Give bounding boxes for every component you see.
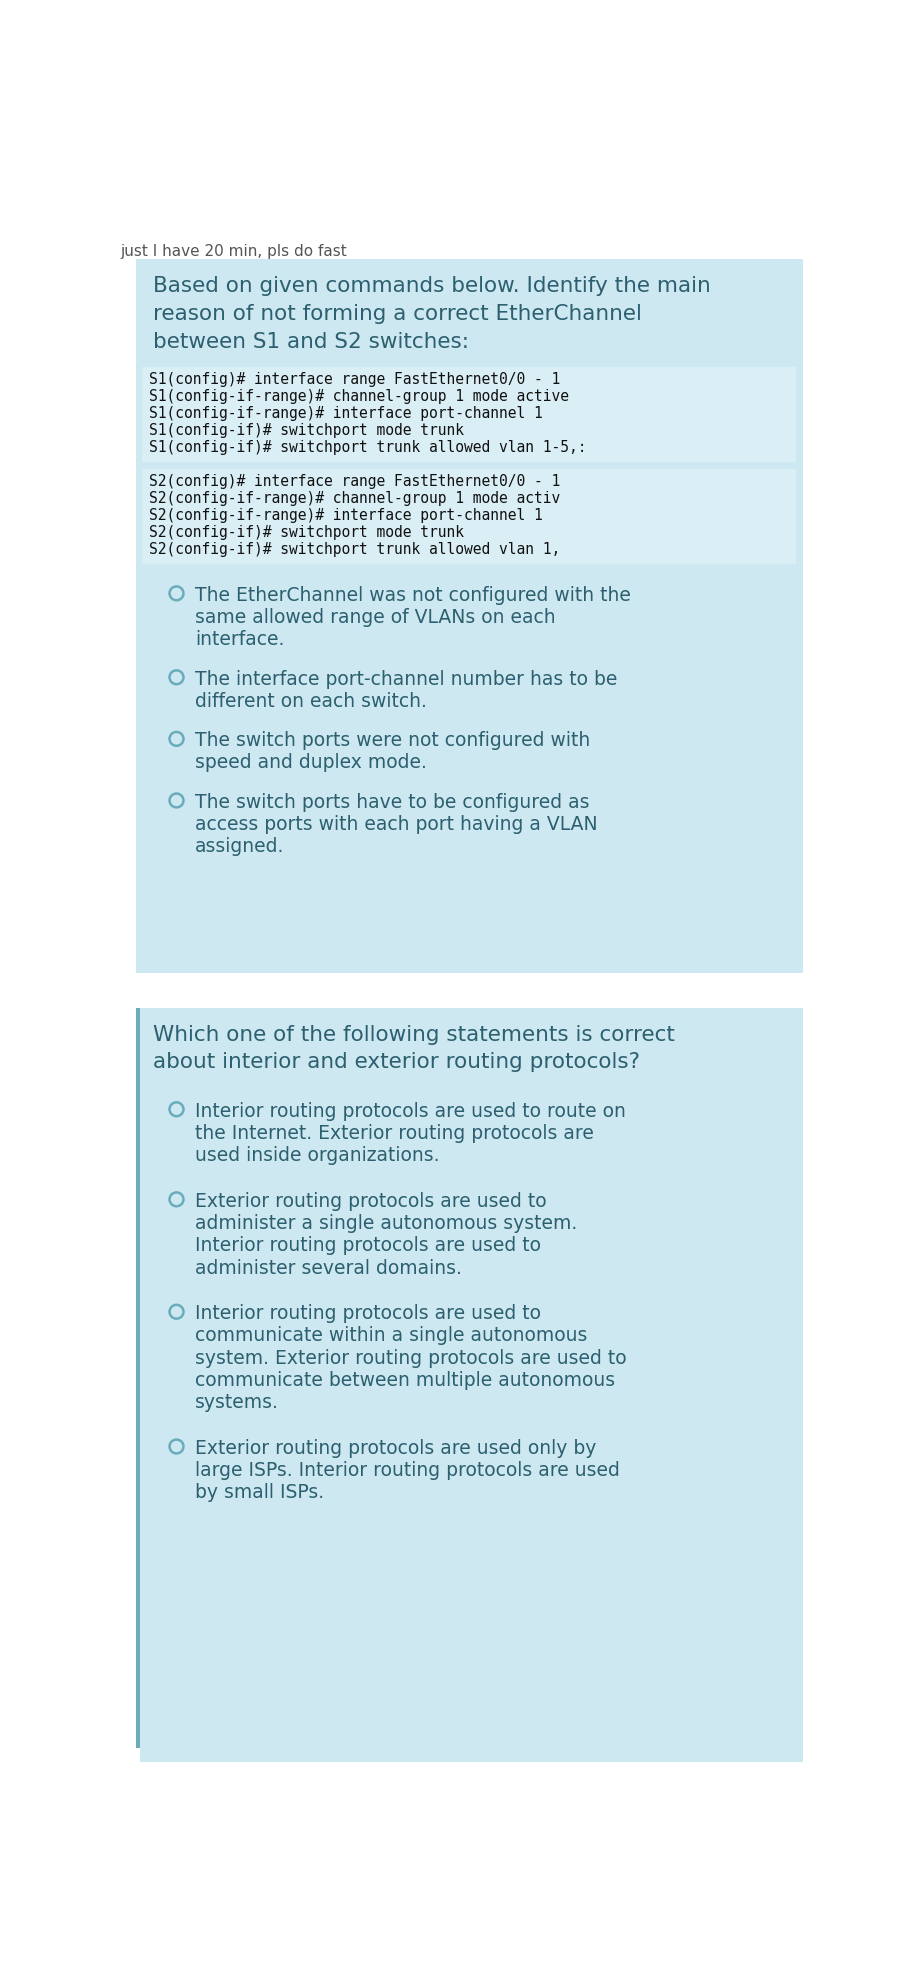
Text: S1(config-if-range)# channel-group 1 mode active: S1(config-if-range)# channel-group 1 mod… bbox=[148, 390, 569, 404]
Circle shape bbox=[171, 1307, 181, 1317]
FancyBboxPatch shape bbox=[140, 1746, 802, 1762]
Text: S2(config-if-range)# interface port-channel 1: S2(config-if-range)# interface port-chan… bbox=[148, 509, 542, 523]
Text: S1(config)# interface range FastEthernet0/0 - 1: S1(config)# interface range FastEthernet… bbox=[148, 372, 560, 388]
Text: system. Exterior routing protocols are used to: system. Exterior routing protocols are u… bbox=[195, 1348, 627, 1368]
Text: reason of not forming a correct EtherChannel: reason of not forming a correct EtherCha… bbox=[153, 303, 642, 325]
Text: same allowed range of VLANs on each: same allowed range of VLANs on each bbox=[195, 608, 556, 628]
Text: administer several domains.: administer several domains. bbox=[195, 1259, 462, 1277]
Circle shape bbox=[171, 588, 181, 598]
Text: communicate within a single autonomous: communicate within a single autonomous bbox=[195, 1327, 587, 1344]
Circle shape bbox=[171, 1441, 181, 1451]
Text: Exterior routing protocols are used to: Exterior routing protocols are used to bbox=[195, 1192, 547, 1210]
Text: access ports with each port having a VLAN: access ports with each port having a VLA… bbox=[195, 816, 598, 834]
Text: just I have 20 min, pls do fast: just I have 20 min, pls do fast bbox=[121, 244, 347, 259]
FancyBboxPatch shape bbox=[142, 366, 797, 463]
Circle shape bbox=[171, 1105, 181, 1115]
Circle shape bbox=[171, 673, 181, 683]
Text: S2(config-if)# switchport trunk allowed vlan 1,: S2(config-if)# switchport trunk allowed … bbox=[148, 543, 560, 556]
Text: interface.: interface. bbox=[195, 630, 285, 649]
Text: systems.: systems. bbox=[195, 1394, 279, 1412]
Text: S1(config-if)# switchport trunk allowed vlan 1-5,:: S1(config-if)# switchport trunk allowed … bbox=[148, 440, 586, 455]
FancyBboxPatch shape bbox=[142, 469, 797, 564]
Text: between S1 and S2 switches:: between S1 and S2 switches: bbox=[153, 331, 469, 352]
Text: large ISPs. Interior routing protocols are used: large ISPs. Interior routing protocols a… bbox=[195, 1461, 620, 1481]
Text: used inside organizations.: used inside organizations. bbox=[195, 1146, 440, 1164]
Text: The switch ports have to be configured as: The switch ports have to be configured a… bbox=[195, 792, 590, 812]
Text: about interior and exterior routing protocols?: about interior and exterior routing prot… bbox=[153, 1051, 640, 1073]
Text: S2(config-if-range)# channel-group 1 mode activ: S2(config-if-range)# channel-group 1 mod… bbox=[148, 491, 560, 507]
Text: assigned.: assigned. bbox=[195, 838, 285, 857]
Text: Interior routing protocols are used to: Interior routing protocols are used to bbox=[195, 1305, 541, 1323]
Text: speed and duplex mode.: speed and duplex mode. bbox=[195, 754, 427, 772]
Text: Based on given commands below. Identify the main: Based on given commands below. Identify … bbox=[153, 275, 711, 297]
Text: administer a single autonomous system.: administer a single autonomous system. bbox=[195, 1214, 577, 1234]
Text: different on each switch.: different on each switch. bbox=[195, 691, 427, 711]
Text: communicate between multiple autonomous: communicate between multiple autonomous bbox=[195, 1370, 616, 1390]
Text: Exterior routing protocols are used only by: Exterior routing protocols are used only… bbox=[195, 1439, 596, 1457]
FancyBboxPatch shape bbox=[140, 1008, 802, 1748]
Text: S1(config-if-range)# interface port-channel 1: S1(config-if-range)# interface port-chan… bbox=[148, 406, 542, 422]
Text: by small ISPs.: by small ISPs. bbox=[195, 1483, 324, 1503]
Text: Interior routing protocols are used to: Interior routing protocols are used to bbox=[195, 1236, 541, 1255]
FancyBboxPatch shape bbox=[136, 1008, 140, 1748]
Text: S2(config)# interface range FastEthernet0/0 - 1: S2(config)# interface range FastEthernet… bbox=[148, 473, 560, 489]
Text: the Internet. Exterior routing protocols are: the Internet. Exterior routing protocols… bbox=[195, 1125, 594, 1142]
Text: Which one of the following statements is correct: Which one of the following statements is… bbox=[153, 1024, 675, 1045]
Text: Interior routing protocols are used to route on: Interior routing protocols are used to r… bbox=[195, 1101, 626, 1121]
Text: The interface port-channel number has to be: The interface port-channel number has to… bbox=[195, 669, 617, 689]
Text: S1(config-if)# switchport mode trunk: S1(config-if)# switchport mode trunk bbox=[148, 424, 463, 438]
Circle shape bbox=[171, 735, 181, 744]
Text: S2(config-if)# switchport mode trunk: S2(config-if)# switchport mode trunk bbox=[148, 525, 463, 541]
Circle shape bbox=[171, 1194, 181, 1204]
Circle shape bbox=[171, 796, 181, 806]
FancyBboxPatch shape bbox=[136, 259, 802, 972]
Text: The EtherChannel was not configured with the: The EtherChannel was not configured with… bbox=[195, 586, 631, 604]
Text: The switch ports were not configured with: The switch ports were not configured wit… bbox=[195, 731, 590, 750]
